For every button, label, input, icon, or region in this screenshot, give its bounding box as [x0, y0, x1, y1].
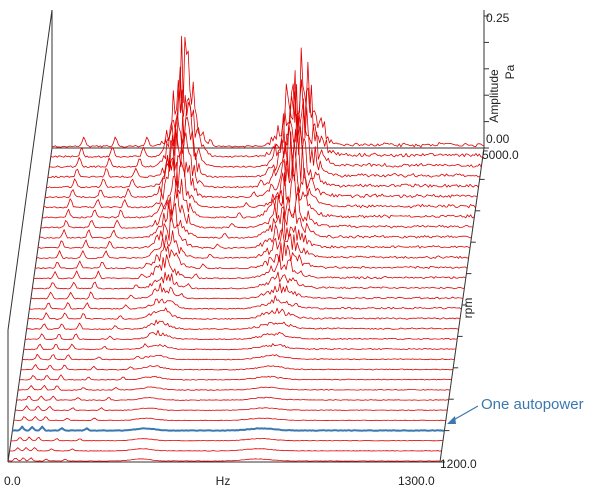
autopower-trace [32, 271, 465, 290]
annotation-label: One autopower [481, 396, 584, 413]
x-tick-min: 0.0 [4, 474, 21, 488]
autopower-trace [42, 171, 475, 219]
annotation-arrow-head [447, 416, 456, 424]
z-axis-unit: Pa [503, 64, 517, 79]
autopower-trace [50, 66, 483, 158]
autopower-trace [37, 209, 471, 249]
autopower-trace [34, 240, 468, 270]
y-tick-max: 5000.0 [482, 148, 519, 162]
autopower-trace [26, 319, 459, 330]
y-axis-label: rpm [461, 298, 475, 319]
autopower-trace [43, 157, 476, 209]
autopower-trace [33, 254, 466, 280]
autopower-trace [13, 416, 446, 422]
autopower-trace [30, 282, 463, 300]
axis-ticks [440, 15, 489, 463]
z-tick-min: 0.00 [486, 132, 510, 146]
autopower-trace [46, 110, 479, 189]
autopower-trace [47, 107, 480, 178]
z-axis-label: Amplitude [487, 69, 501, 123]
z-tick-max: 0.25 [486, 11, 510, 25]
autopower-trace [10, 436, 443, 442]
autopower-trace [22, 353, 455, 361]
highlighted-autopower-trace [12, 425, 445, 432]
floor-left-edge [7, 147, 53, 463]
autopower-traces [7, 35, 485, 462]
autopower-trace [23, 343, 456, 351]
autopower-trace [39, 199, 472, 239]
left-depth-diagonal [7, 9, 53, 331]
autopower-trace [7, 457, 441, 462]
autopower-trace [19, 374, 452, 381]
autopower-trace [27, 307, 461, 320]
autopower-trace [29, 295, 462, 310]
autopower-trace [17, 385, 451, 391]
autopower-trace [15, 405, 448, 411]
autopower-trace [24, 330, 458, 340]
autopower-trace [9, 447, 442, 452]
autopower-trace [51, 35, 485, 148]
y-tick-min: 1200.0 [440, 457, 477, 471]
autopower-trace [40, 180, 473, 229]
autopower-trace [20, 364, 453, 371]
autopower-trace [49, 70, 482, 168]
autopower-trace [44, 130, 478, 199]
x-axis-label: Hz [216, 474, 231, 488]
autopower-trace [16, 395, 449, 401]
x-tick-max: 1300.0 [398, 474, 435, 488]
autopower-trace [36, 227, 469, 259]
